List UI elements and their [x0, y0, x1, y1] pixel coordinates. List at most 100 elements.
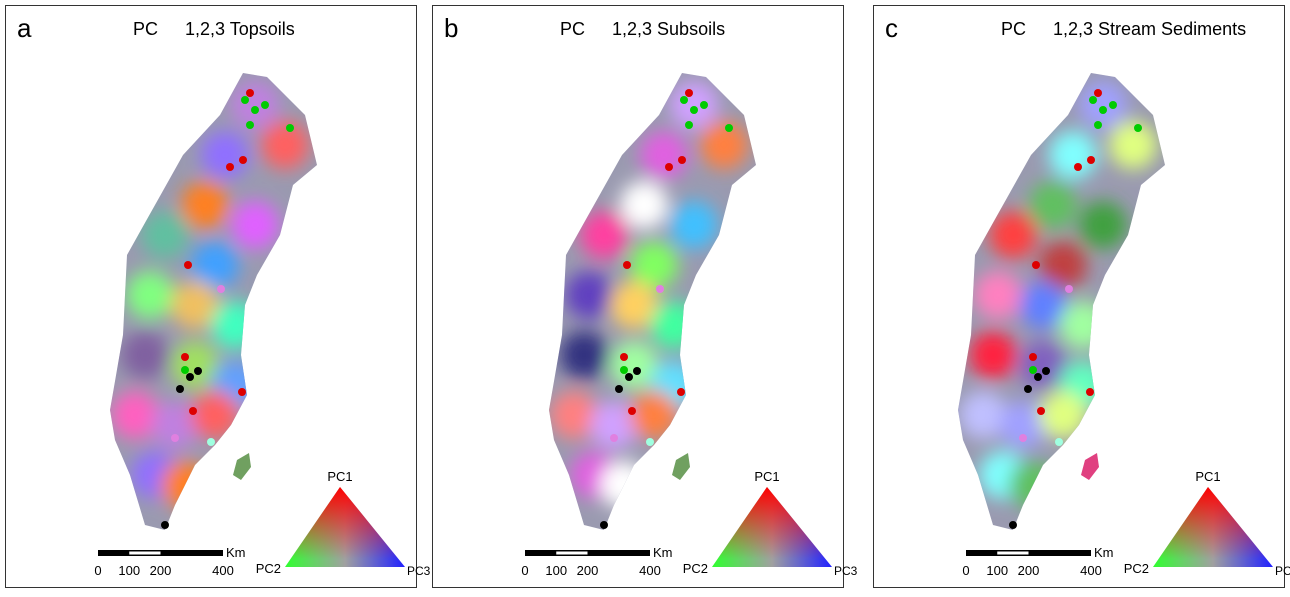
legend-pc3: PC3 — [1275, 564, 1290, 578]
site-dot — [1055, 438, 1063, 446]
color-blob — [670, 81, 718, 129]
color-blob — [959, 391, 1007, 439]
scale-label: 0 — [521, 563, 528, 578]
site-dot — [181, 353, 189, 361]
scale-label: 400 — [639, 563, 661, 578]
site-dot — [1099, 106, 1107, 114]
legend-pc2: PC2 — [256, 561, 281, 576]
site-dot — [680, 96, 688, 104]
site-dot — [189, 407, 197, 415]
site-dot — [615, 385, 623, 393]
site-dot — [1109, 101, 1117, 109]
scale-label: 200 — [150, 563, 172, 578]
site-dot — [171, 434, 179, 442]
site-dot — [194, 367, 202, 375]
site-dot — [678, 156, 686, 164]
color-blob — [700, 121, 748, 169]
panel-title: 1,2,3 Stream Sediments — [1053, 19, 1246, 39]
site-dot — [217, 285, 225, 293]
color-blob — [181, 181, 229, 229]
site-dot — [238, 388, 246, 396]
color-blob — [231, 201, 279, 249]
site-dot — [239, 156, 247, 164]
legend-pc1: PC1 — [327, 469, 352, 484]
site-dot — [700, 101, 708, 109]
legend-pc3: PC3 — [834, 564, 858, 578]
color-blob — [141, 211, 189, 259]
color-blob — [231, 81, 279, 129]
scale-label: 0 — [94, 563, 101, 578]
site-dot — [1094, 89, 1102, 97]
site-dot — [628, 407, 636, 415]
color-blob — [565, 271, 613, 319]
site-dot — [226, 163, 234, 171]
color-blob — [201, 131, 249, 179]
color-blob — [620, 181, 668, 229]
color-blob — [1079, 201, 1127, 249]
color-blob — [969, 331, 1017, 379]
scale-unit: Km — [1094, 545, 1114, 560]
legend-pc2: PC2 — [683, 561, 708, 576]
color-blob — [1029, 181, 1077, 229]
site-dot — [207, 438, 215, 446]
site-dot — [620, 366, 628, 374]
site-dot — [1134, 124, 1142, 132]
color-blob — [989, 211, 1037, 259]
site-dot — [623, 261, 631, 269]
color-blob — [126, 271, 174, 319]
color-blob — [261, 121, 309, 169]
scale-label: 200 — [577, 563, 599, 578]
panel-title: 1,2,3 Subsoils — [612, 19, 725, 39]
panel-letter: c — [885, 13, 898, 43]
site-dot — [1089, 96, 1097, 104]
legend-pc1: PC1 — [1195, 469, 1220, 484]
site-dot — [656, 285, 664, 293]
site-dot — [620, 353, 628, 361]
site-dot — [633, 367, 641, 375]
site-dot — [1065, 285, 1073, 293]
site-dot — [1029, 353, 1037, 361]
site-dot — [1034, 373, 1042, 381]
legend-pc1: PC1 — [754, 469, 779, 484]
scale-label: 200 — [1018, 563, 1040, 578]
color-blob — [121, 331, 169, 379]
site-dot — [725, 124, 733, 132]
scale-label: 0 — [962, 563, 969, 578]
color-blob — [550, 391, 598, 439]
site-dot — [685, 121, 693, 129]
site-dot — [610, 434, 618, 442]
scale-label: 100 — [545, 563, 567, 578]
scale-bar-segment — [129, 552, 160, 555]
site-dot — [1087, 156, 1095, 164]
site-dot — [1032, 261, 1040, 269]
legend-pc2: PC2 — [1124, 561, 1149, 576]
scale-bar-segment — [997, 552, 1028, 555]
scale-unit: Km — [653, 545, 673, 560]
site-dot — [286, 124, 294, 132]
site-dot — [1024, 385, 1032, 393]
site-dot — [251, 106, 259, 114]
site-dot — [677, 388, 685, 396]
legend-pc3: PC3 — [407, 564, 431, 578]
site-dot — [246, 121, 254, 129]
site-dot — [241, 96, 249, 104]
panel-letter: a — [17, 13, 32, 43]
site-dot — [1019, 434, 1027, 442]
site-dot — [1042, 367, 1050, 375]
title-prefix: PC — [1001, 19, 1026, 39]
scale-bar-segment — [556, 552, 587, 555]
site-dot — [176, 385, 184, 393]
site-dot — [246, 89, 254, 97]
site-dot — [1029, 366, 1037, 374]
site-dot — [1037, 407, 1045, 415]
panel-letter: b — [444, 13, 458, 43]
scale-label: 100 — [118, 563, 140, 578]
site-dot — [625, 373, 633, 381]
site-dot — [1074, 163, 1082, 171]
site-dot — [600, 521, 608, 529]
color-blob — [111, 391, 159, 439]
color-blob — [1079, 81, 1127, 129]
